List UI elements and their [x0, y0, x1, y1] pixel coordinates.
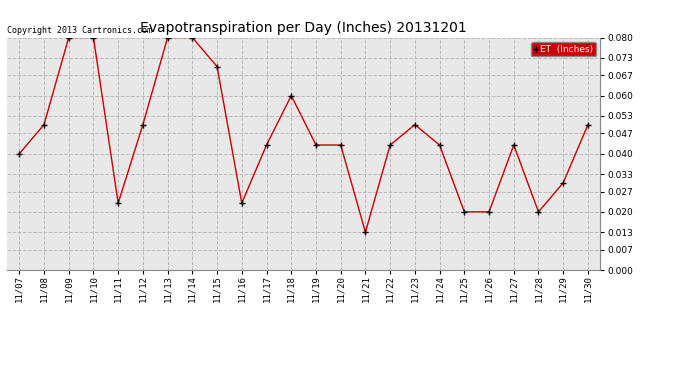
Title: Evapotranspiration per Day (Inches) 20131201: Evapotranspiration per Day (Inches) 2013…: [140, 21, 467, 35]
ET  (Inches): [534, 210, 542, 214]
ET  (Inches): [584, 122, 592, 127]
ET  (Inches): [213, 64, 221, 69]
ET  (Inches): [460, 210, 469, 214]
ET  (Inches): [510, 143, 518, 147]
ET  (Inches): [337, 143, 345, 147]
ET  (Inches): [139, 122, 147, 127]
ET  (Inches): [114, 201, 122, 206]
ET  (Inches): [15, 152, 23, 156]
ET  (Inches): [188, 35, 197, 40]
ET  (Inches): [362, 230, 370, 234]
Legend: ET  (Inches): ET (Inches): [531, 42, 595, 56]
ET  (Inches): [237, 201, 246, 206]
ET  (Inches): [312, 143, 320, 147]
ET  (Inches): [485, 210, 493, 214]
ET  (Inches): [40, 122, 48, 127]
ET  (Inches): [435, 143, 444, 147]
ET  (Inches): [559, 181, 567, 185]
ET  (Inches): [386, 143, 394, 147]
ET  (Inches): [164, 35, 172, 40]
ET  (Inches): [262, 143, 270, 147]
Line: ET  (Inches): ET (Inches): [16, 34, 591, 236]
Text: Copyright 2013 Cartronics.com: Copyright 2013 Cartronics.com: [7, 26, 152, 35]
ET  (Inches): [287, 93, 295, 98]
ET  (Inches): [65, 35, 73, 40]
ET  (Inches): [411, 122, 419, 127]
ET  (Inches): [89, 35, 97, 40]
